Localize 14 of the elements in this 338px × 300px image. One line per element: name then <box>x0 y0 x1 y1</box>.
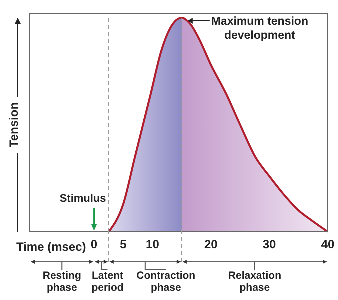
y-axis-title: Tension <box>7 102 21 148</box>
x-tick-label: 10 <box>146 238 160 252</box>
x-tick-label: 20 <box>204 238 218 252</box>
x-tick-label: 30 <box>262 238 277 252</box>
x-tick-label: 5 <box>120 238 128 252</box>
text: Resting phase <box>42 270 82 294</box>
text: Contraction phase <box>136 270 196 294</box>
x-tick-label: 40 <box>321 238 335 252</box>
annotation: Stimulus <box>60 193 106 205</box>
text: Relaxation phase <box>228 270 282 294</box>
annotation: Maximum tension development <box>211 16 308 42</box>
text: Latent period <box>92 270 124 294</box>
x-axis-title: Time (msec) <box>16 240 86 254</box>
x-tick-label: 0 <box>90 238 98 252</box>
